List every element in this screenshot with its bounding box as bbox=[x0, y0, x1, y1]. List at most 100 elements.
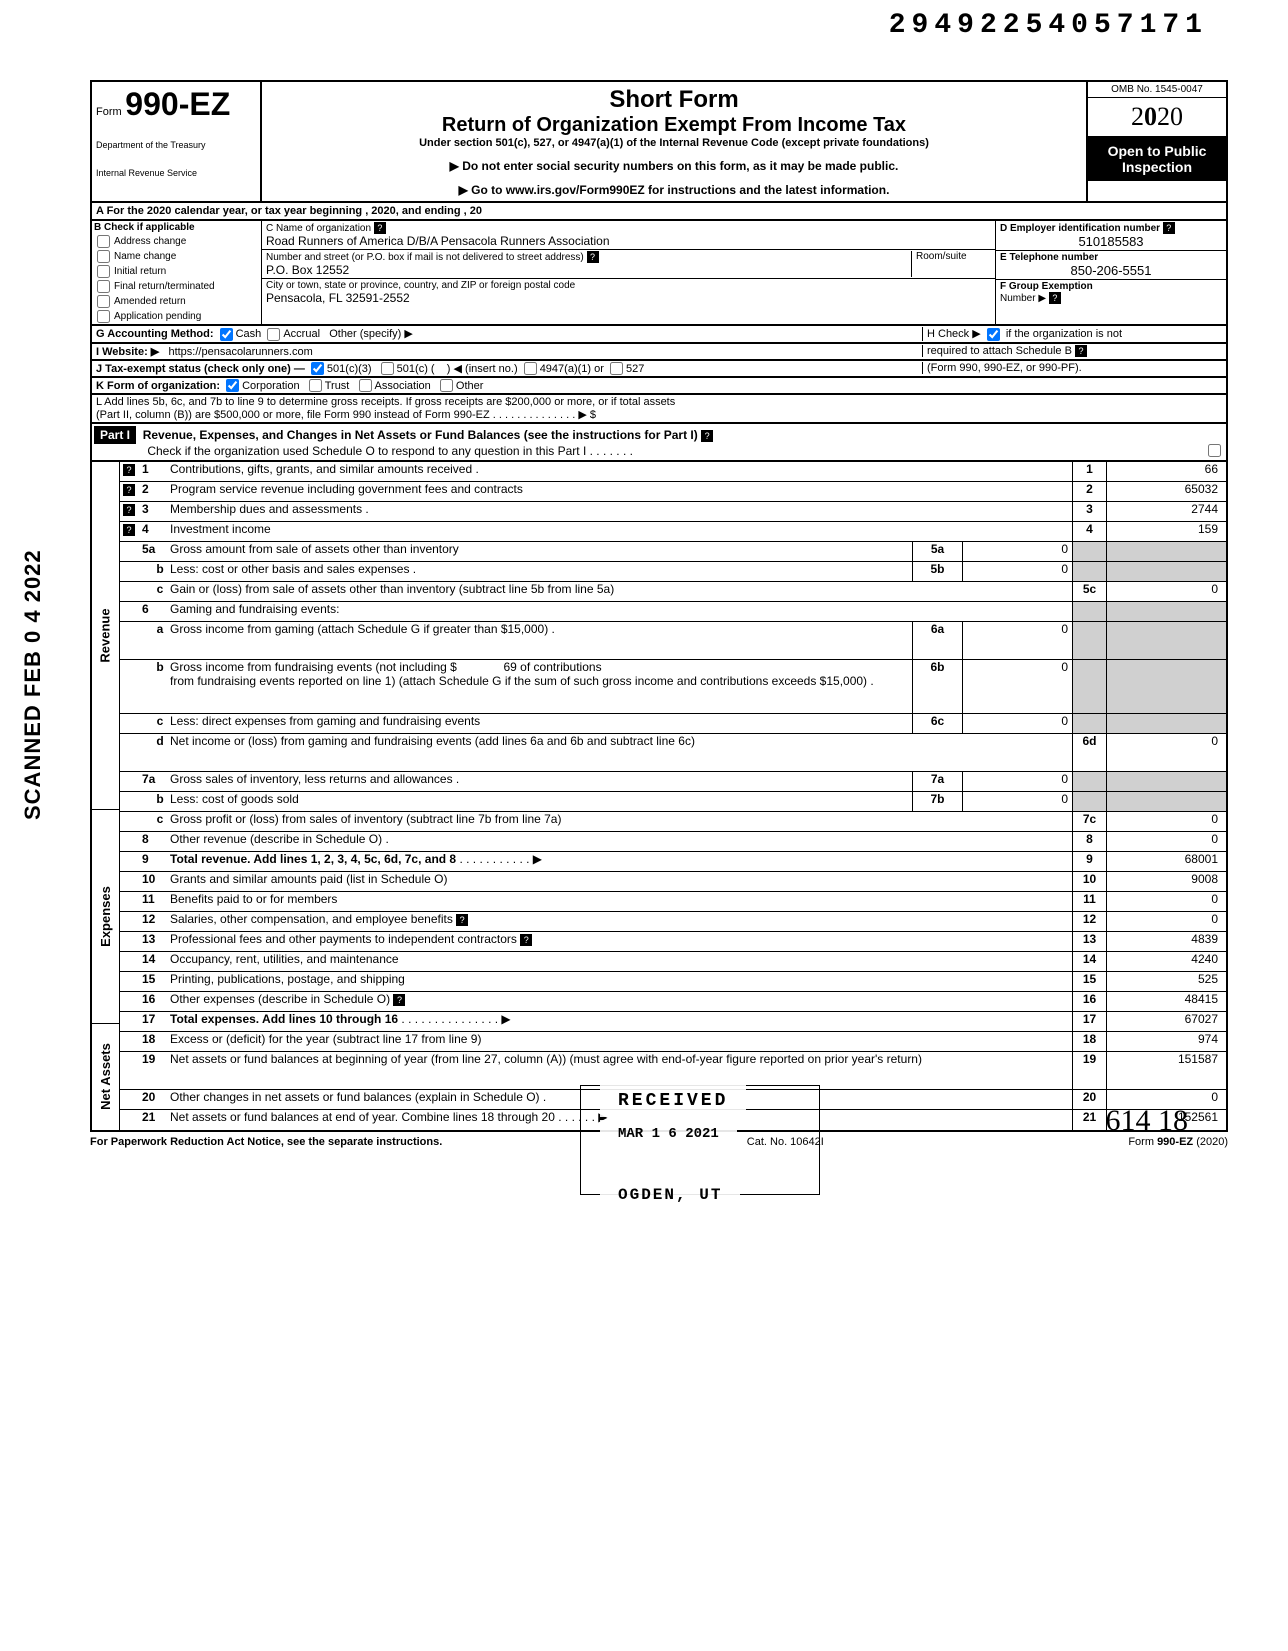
document-number: 29492254057171 bbox=[889, 10, 1208, 41]
h-text2: if the organization is not bbox=[1006, 328, 1122, 340]
check-4947[interactable] bbox=[524, 362, 537, 375]
ein: 510185583 bbox=[1000, 234, 1222, 249]
open-line1: Open to Public bbox=[1092, 143, 1222, 159]
line5b-text: Less: cost or other basis and sales expe… bbox=[170, 562, 912, 581]
form-id: 990-EZ bbox=[125, 86, 230, 122]
street: P.O. Box 12552 bbox=[266, 263, 349, 277]
handwritten-signature: 614 18 bbox=[1106, 1104, 1189, 1138]
line8-val: 0 bbox=[1106, 832, 1226, 851]
row-j: J Tax-exempt status (check only one) — 5… bbox=[90, 361, 1228, 379]
line19-text: Net assets or fund balances at beginning… bbox=[170, 1052, 1072, 1089]
help-icon[interactable]: ? bbox=[123, 524, 135, 536]
line9-val: 68001 bbox=[1106, 852, 1226, 871]
lbl-527: 527 bbox=[626, 363, 644, 375]
dept-irs: Internal Revenue Service bbox=[96, 169, 256, 179]
lbl-initial-return: Initial return bbox=[114, 266, 166, 277]
line4-val: 159 bbox=[1106, 522, 1226, 541]
check-accrual[interactable] bbox=[267, 328, 280, 341]
help-icon[interactable]: ? bbox=[393, 994, 405, 1006]
h-text4: (Form 990, 990-EZ, or 990-PF). bbox=[927, 362, 1082, 374]
line12-text: Salaries, other compensation, and employ… bbox=[170, 912, 453, 926]
header-right: OMB No. 1545-0047 20202020 Open to Publi… bbox=[1086, 82, 1226, 201]
check-application-pending[interactable] bbox=[97, 310, 110, 323]
line19-val: 151587 bbox=[1106, 1052, 1226, 1089]
help-icon[interactable]: ? bbox=[587, 251, 599, 263]
help-icon[interactable]: ? bbox=[1075, 345, 1087, 357]
line5c-num: 5c bbox=[1072, 582, 1106, 601]
help-icon[interactable]: ? bbox=[701, 430, 713, 442]
line15-num: 15 bbox=[1072, 972, 1106, 991]
col-b-checks: B Check if applicable Address change Nam… bbox=[92, 221, 262, 324]
line16-val: 48415 bbox=[1106, 992, 1226, 1011]
check-other-org[interactable] bbox=[440, 379, 453, 392]
check-final-return[interactable] bbox=[97, 280, 110, 293]
stamp-ogden: OGDEN, UT bbox=[600, 1180, 740, 1210]
check-initial-return[interactable] bbox=[97, 265, 110, 278]
form-header: Form 990-EZ Department of the Treasury I… bbox=[90, 80, 1228, 203]
b-label: B Check if applicable bbox=[92, 221, 261, 234]
dept-treasury: Department of the Treasury bbox=[96, 141, 256, 151]
line15-val: 525 bbox=[1106, 972, 1226, 991]
row-g-h: G Accounting Method: Cash Accrual Other … bbox=[90, 326, 1228, 344]
check-schedule-o[interactable] bbox=[1208, 444, 1221, 457]
lbl-final-return: Final return/terminated bbox=[114, 281, 215, 292]
org-name: Road Runners of America D/B/A Pensacola … bbox=[266, 234, 610, 248]
line5a-mv: 0 bbox=[962, 542, 1072, 561]
e-label: E Telephone number bbox=[1000, 252, 1098, 263]
lbl-app-pending: Application pending bbox=[114, 311, 201, 322]
line7b-text: Less: cost of goods sold bbox=[170, 792, 912, 811]
check-trust[interactable] bbox=[309, 379, 322, 392]
h-text3: required to attach Schedule B bbox=[927, 345, 1072, 357]
stamp-date: MAR 1 6 2021 bbox=[600, 1120, 737, 1148]
help-icon[interactable]: ? bbox=[1163, 222, 1175, 234]
line2-text: Program service revenue including govern… bbox=[170, 482, 1072, 501]
line11-text: Benefits paid to or for members bbox=[170, 892, 1072, 911]
city: Pensacola, FL 32591-2552 bbox=[266, 291, 410, 305]
check-name-change[interactable] bbox=[97, 250, 110, 263]
omb-number: OMB No. 1545-0047 bbox=[1088, 82, 1226, 98]
help-icon[interactable]: ? bbox=[123, 504, 135, 516]
footer-left: For Paperwork Reduction Act Notice, see … bbox=[90, 1136, 442, 1148]
help-icon[interactable]: ? bbox=[374, 222, 386, 234]
line6a-mv: 0 bbox=[962, 622, 1072, 659]
line7c-text: Gross profit or (loss) from sales of inv… bbox=[170, 812, 1072, 831]
line11-num: 11 bbox=[1072, 892, 1106, 911]
line17-num: 17 bbox=[1072, 1012, 1106, 1031]
tax-year: 20202020 bbox=[1088, 98, 1226, 137]
website: https://pensacolarunners.com bbox=[168, 346, 312, 358]
line1-num: 1 bbox=[1072, 462, 1106, 481]
line6c-mn: 6c bbox=[912, 714, 962, 733]
line7b-mv: 0 bbox=[962, 792, 1072, 811]
help-icon[interactable]: ? bbox=[1049, 292, 1061, 304]
lbl-amended: Amended return bbox=[114, 296, 186, 307]
line3-text: Membership dues and assessments . bbox=[170, 502, 1072, 521]
check-h[interactable] bbox=[987, 328, 1000, 341]
line11-val: 0 bbox=[1106, 892, 1226, 911]
part1-heading: Revenue, Expenses, and Changes in Net As… bbox=[143, 428, 698, 442]
line6a-text: Gross income from gaming (attach Schedul… bbox=[170, 622, 912, 659]
check-address-change[interactable] bbox=[97, 235, 110, 248]
help-icon[interactable]: ? bbox=[123, 484, 135, 496]
c-label: C Name of organization bbox=[266, 223, 371, 234]
help-icon[interactable]: ? bbox=[520, 934, 532, 946]
check-assoc[interactable] bbox=[359, 379, 372, 392]
check-501c[interactable] bbox=[381, 362, 394, 375]
check-corp[interactable] bbox=[226, 379, 239, 392]
title-under: Under section 501(c), 527, or 4947(a)(1)… bbox=[272, 137, 1076, 149]
col-def-right: D Employer identification number ? 51018… bbox=[996, 221, 1226, 324]
line7a-text: Gross sales of inventory, less returns a… bbox=[170, 772, 912, 791]
part1-header-row: Part I Revenue, Expenses, and Changes in… bbox=[90, 424, 1228, 462]
line5c-val: 0 bbox=[1106, 582, 1226, 601]
check-amended[interactable] bbox=[97, 295, 110, 308]
help-icon[interactable]: ? bbox=[456, 914, 468, 926]
check-cash[interactable] bbox=[220, 328, 233, 341]
lbl-501c: 501(c) ( bbox=[397, 363, 435, 375]
note-ssn: ▶ Do not enter social security numbers o… bbox=[272, 159, 1076, 173]
check-527[interactable] bbox=[610, 362, 623, 375]
help-icon[interactable]: ? bbox=[123, 464, 135, 476]
line12-num: 12 bbox=[1072, 912, 1106, 931]
line14-num: 14 bbox=[1072, 952, 1106, 971]
check-501c3[interactable] bbox=[311, 362, 324, 375]
header-center: Short Form Return of Organization Exempt… bbox=[262, 82, 1086, 201]
line7a-mn: 7a bbox=[912, 772, 962, 791]
